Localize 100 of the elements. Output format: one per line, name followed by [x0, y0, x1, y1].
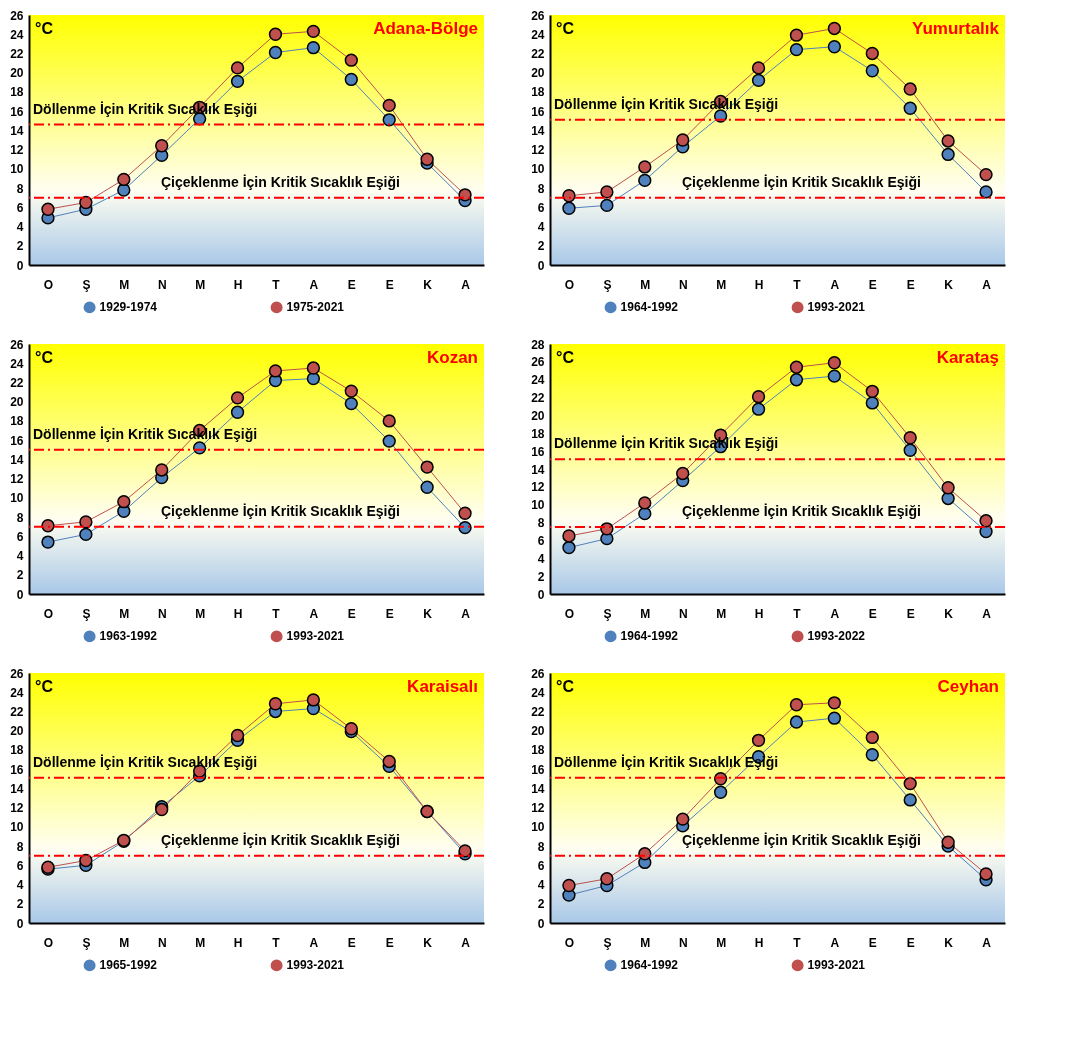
chart-title: Kozan [427, 348, 478, 367]
y-tick-label: 8 [537, 839, 545, 854]
x-tick-label: H [754, 935, 764, 950]
y-tick-label: 0 [537, 916, 545, 931]
x-tick-label: M [640, 606, 651, 621]
y-tick-label: 14 [531, 123, 545, 138]
y-tick-label: 14 [531, 781, 545, 796]
x-tick-label: M [119, 606, 130, 621]
y-tick-label: 16 [531, 762, 545, 777]
x-tick-label: A [982, 606, 992, 621]
y-tick-label: 26 [10, 8, 24, 23]
x-tick-label: N [157, 935, 167, 950]
x-tick-label: T [793, 606, 802, 621]
x-tick-label: E [868, 606, 877, 621]
y-axis-title: °C [35, 20, 54, 37]
ref-line-label: Döllenme İçin Kritik Sıcaklık Eşiği [33, 753, 258, 770]
y-tick-label: 2 [537, 569, 545, 584]
x-tick-label: M [640, 277, 651, 292]
x-tick-label: H [233, 277, 243, 292]
y-tick-label: 6 [16, 858, 24, 873]
y-tick-label: 0 [16, 916, 24, 931]
y-tick-label: 4 [537, 220, 545, 235]
chart-title: Ceyhan [937, 677, 999, 696]
y-tick-label: 26 [531, 355, 545, 370]
y-tick-label: 20 [531, 408, 545, 423]
x-tick-label: O [564, 935, 575, 950]
x-tick-label: O [564, 277, 575, 292]
y-tick-label: 22 [10, 375, 24, 390]
x-tick-label: A [830, 606, 840, 621]
y-tick-label: 24 [10, 356, 24, 371]
y-axis-title: °C [35, 349, 54, 366]
y-tick-label: 18 [531, 426, 545, 441]
legend-label: 1964-1992 [620, 629, 679, 644]
y-tick-label: 22 [531, 46, 545, 61]
y-tick-label: 2 [537, 897, 545, 912]
y-tick-label: 26 [531, 8, 545, 23]
y-tick-label: 4 [537, 551, 545, 566]
x-tick-label: K [423, 935, 433, 950]
x-tick-label: M [716, 277, 727, 292]
y-tick-label: 12 [10, 143, 24, 158]
y-tick-label: 6 [537, 533, 545, 548]
x-tick-label: A [461, 277, 471, 292]
x-tick-label: N [678, 935, 688, 950]
legend-label: 1993-2021 [807, 958, 866, 973]
x-tick-label: T [793, 935, 802, 950]
y-tick-label: 26 [10, 337, 24, 352]
x-tick-label: O [43, 606, 54, 621]
x-tick-label: M [195, 277, 206, 292]
chart-title: Karaisalı [407, 677, 478, 696]
x-tick-label: E [868, 935, 877, 950]
ref-line-label: Çiçeklenme İçin Kritik Sıcaklık Eşiği [160, 831, 400, 848]
x-tick-label: M [640, 935, 651, 950]
y-tick-label: 18 [531, 743, 545, 758]
x-tick-label: Ş [82, 277, 91, 292]
legend-label: 1964-1992 [620, 958, 679, 973]
legend-label: 1993-2021 [286, 629, 345, 644]
y-tick-label: 26 [531, 666, 545, 681]
x-tick-label: Ş [603, 606, 612, 621]
ref-line-label: Çiçeklenme İçin Kritik Sıcaklık Eşiği [681, 173, 921, 190]
legend-label: 1929-1974 [99, 300, 158, 315]
y-tick-label: 28 [531, 337, 545, 352]
y-tick-label: 0 [16, 258, 24, 273]
x-tick-label: T [272, 606, 281, 621]
x-tick-label: K [944, 277, 954, 292]
y-tick-label: 2 [537, 239, 545, 254]
y-tick-label: 16 [531, 104, 545, 119]
x-tick-label: M [716, 606, 727, 621]
x-tick-label: A [830, 935, 840, 950]
x-tick-label: H [754, 606, 764, 621]
y-tick-label: 18 [531, 85, 545, 100]
y-axis-title: °C [35, 678, 54, 695]
y-tick-label: 8 [537, 516, 545, 531]
y-tick-label: 10 [10, 491, 24, 506]
y-tick-label: 24 [10, 685, 24, 700]
x-tick-label: M [119, 277, 130, 292]
y-axis-title: °C [556, 678, 575, 695]
y-tick-label: 12 [10, 801, 24, 816]
x-tick-label: K [944, 606, 954, 621]
x-tick-label: T [793, 277, 802, 292]
x-tick-label: T [272, 935, 281, 950]
y-tick-label: 10 [10, 162, 24, 177]
chart-title: Yumurtalık [912, 19, 1000, 38]
x-tick-label: H [233, 606, 243, 621]
x-tick-label: Ş [603, 935, 612, 950]
y-tick-label: 10 [531, 498, 545, 513]
y-tick-label: 26 [10, 666, 24, 681]
x-tick-label: A [982, 935, 992, 950]
x-tick-label: A [461, 606, 471, 621]
x-tick-label: O [564, 606, 575, 621]
x-tick-label: O [43, 935, 54, 950]
x-tick-label: K [423, 277, 433, 292]
legend-label: 1993-2022 [807, 629, 866, 644]
x-tick-label: M [195, 935, 206, 950]
y-tick-label: 6 [16, 200, 24, 215]
y-tick-label: 12 [531, 801, 545, 816]
y-axis-title: °C [556, 349, 575, 366]
legend-label: 1964-1992 [620, 300, 679, 315]
ref-line-label: Çiçeklenme İçin Kritik Sıcaklık Eşiği [681, 503, 921, 520]
legend-label: 1993-2021 [286, 958, 345, 973]
x-tick-label: E [868, 277, 877, 292]
